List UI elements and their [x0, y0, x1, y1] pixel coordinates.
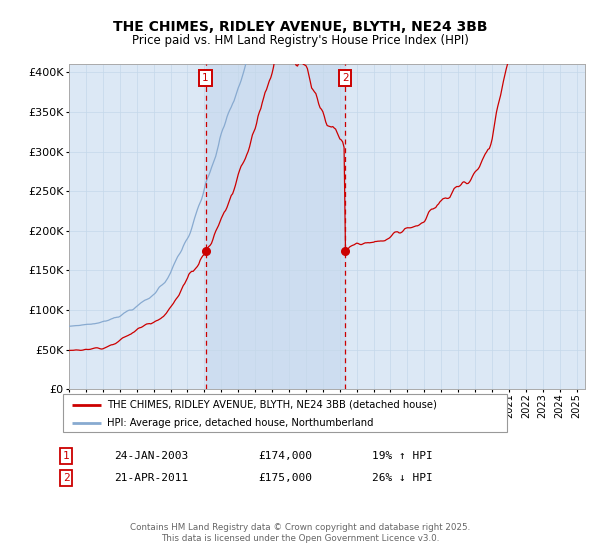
Text: Price paid vs. HM Land Registry's House Price Index (HPI): Price paid vs. HM Land Registry's House …	[131, 34, 469, 47]
Text: 1: 1	[202, 73, 209, 83]
Text: THE CHIMES, RIDLEY AVENUE, BLYTH, NE24 3BB: THE CHIMES, RIDLEY AVENUE, BLYTH, NE24 3…	[113, 20, 487, 34]
Text: Contains HM Land Registry data © Crown copyright and database right 2025.
This d: Contains HM Land Registry data © Crown c…	[130, 524, 470, 543]
Text: £174,000: £174,000	[258, 451, 312, 461]
Text: 2: 2	[62, 473, 70, 483]
Text: 1: 1	[62, 451, 70, 461]
Text: 19% ↑ HPI: 19% ↑ HPI	[372, 451, 433, 461]
Text: 26% ↓ HPI: 26% ↓ HPI	[372, 473, 433, 483]
Text: 2: 2	[342, 73, 349, 83]
Text: THE CHIMES, RIDLEY AVENUE, BLYTH, NE24 3BB (detached house): THE CHIMES, RIDLEY AVENUE, BLYTH, NE24 3…	[107, 400, 437, 410]
Text: 21-APR-2011: 21-APR-2011	[114, 473, 188, 483]
Bar	[206, 64, 345, 389]
Text: 24-JAN-2003: 24-JAN-2003	[114, 451, 188, 461]
Text: HPI: Average price, detached house, Northumberland: HPI: Average price, detached house, Nort…	[107, 418, 374, 428]
Text: £175,000: £175,000	[258, 473, 312, 483]
FancyBboxPatch shape	[63, 394, 507, 432]
